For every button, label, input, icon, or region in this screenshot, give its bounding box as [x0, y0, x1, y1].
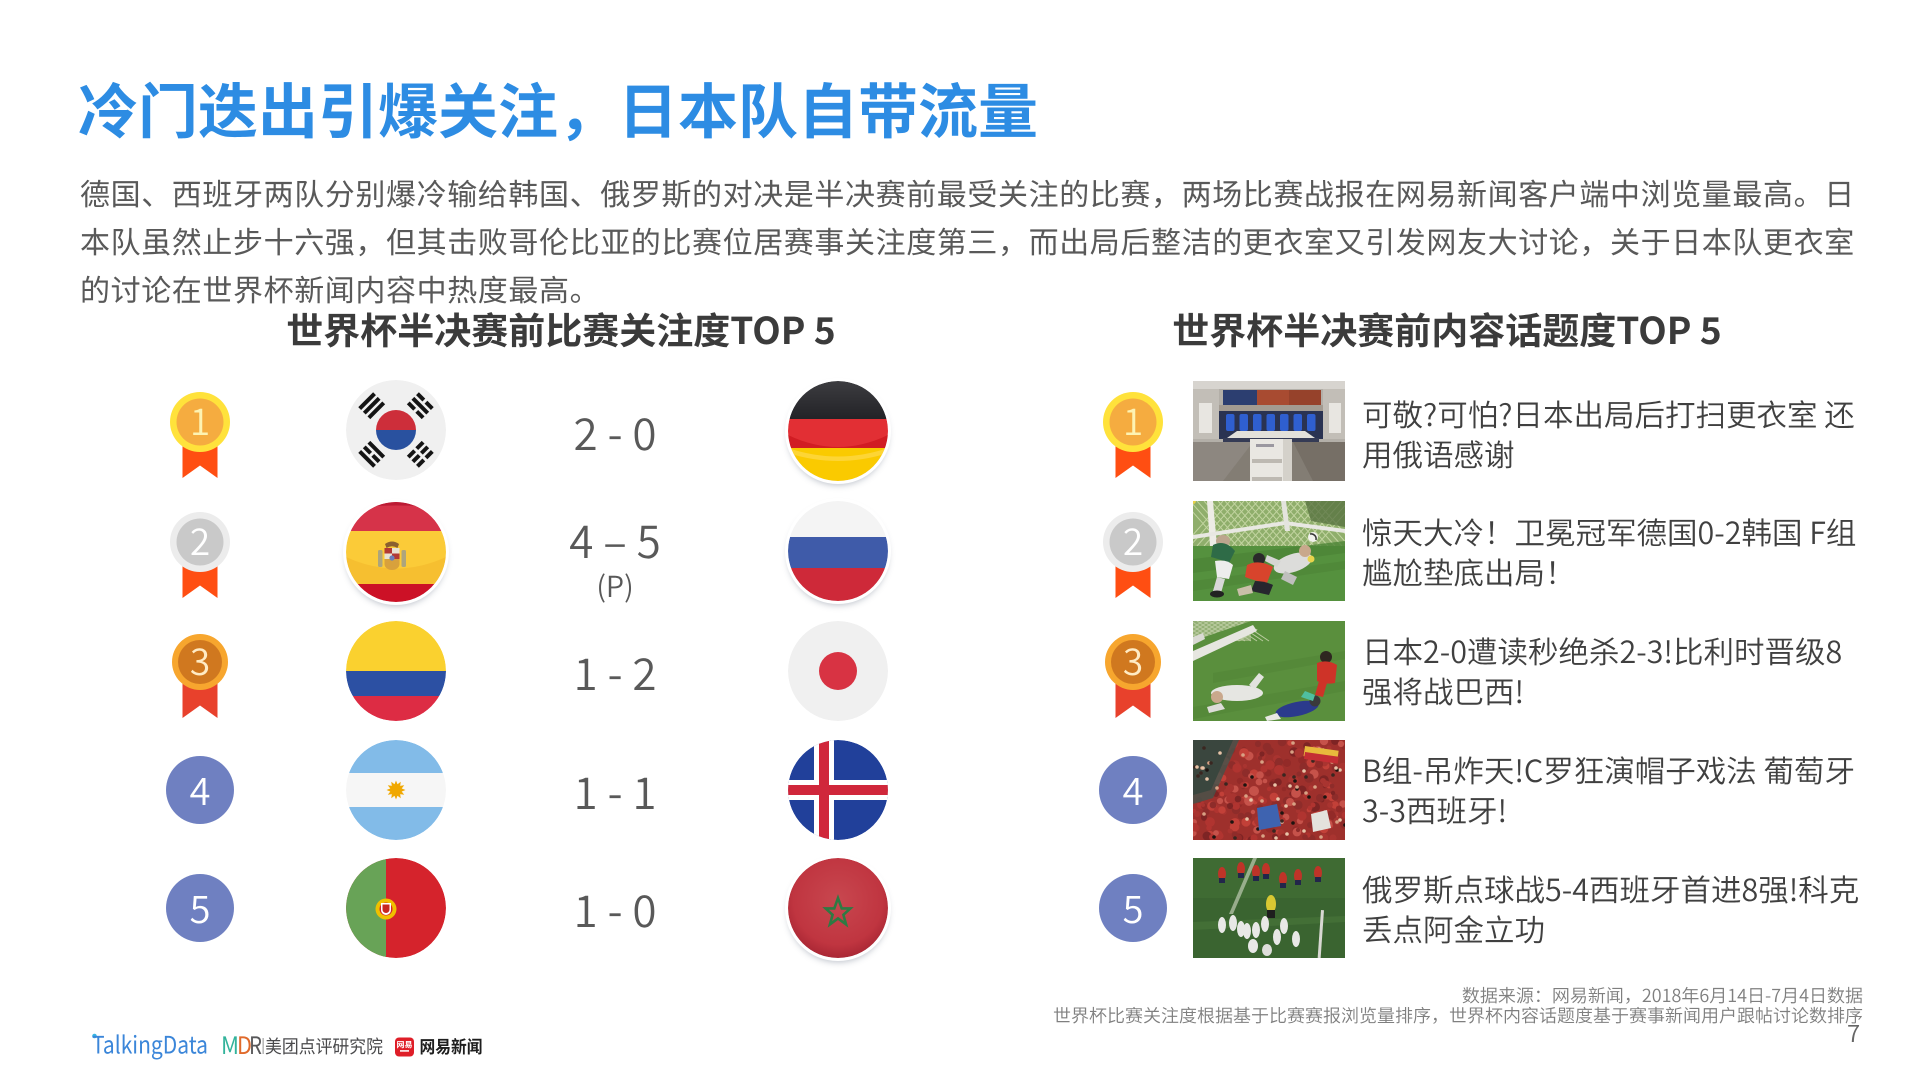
svg-text:3: 3 [190, 632, 210, 686]
svg-text:1: 1 [190, 392, 210, 446]
svg-text:TalkingData: TalkingData [92, 1031, 208, 1061]
svg-text:1: 1 [1123, 392, 1143, 446]
svg-text:2: 2 [190, 512, 210, 566]
svg-text:R: R [249, 1031, 262, 1061]
svg-text:网易: 网易 [397, 1040, 413, 1051]
svg-text:3: 3 [1123, 632, 1143, 686]
svg-text:D: D [237, 1031, 252, 1061]
svg-text:M: M [221, 1031, 239, 1061]
svg-text:美团点评研究院: 美团点评研究院 [265, 1033, 383, 1059]
svg-text:2: 2 [1123, 512, 1143, 566]
svg-text:网易新闻: 网易新闻 [420, 1034, 483, 1059]
